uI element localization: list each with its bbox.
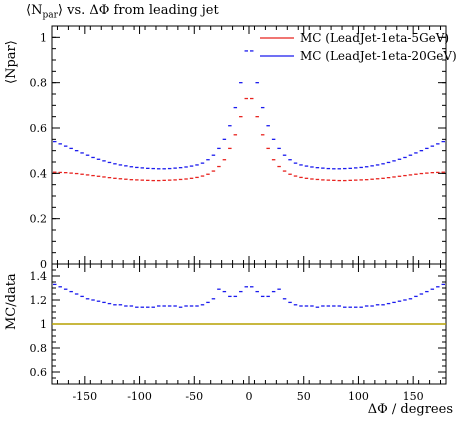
xtick-label: 150	[403, 390, 424, 403]
ratio-ytick-label: 1.4	[30, 270, 48, 283]
ratio-ytick-label: 0.6	[30, 366, 48, 379]
xtick-label: -50	[185, 390, 203, 403]
xtick-label: -100	[127, 390, 152, 403]
legend-label-0: MC (LeadJet-1eta-5GeV)	[300, 31, 449, 45]
chart-title: ⟨Npar⟩ vs. ΔΦ from leading jet	[26, 3, 219, 21]
title-sub: par	[42, 10, 58, 21]
main-ytick-label: 1	[40, 31, 47, 44]
xtick-label: -150	[72, 390, 97, 403]
title-rest: vs. ΔΦ from leading jet	[62, 3, 219, 18]
ratio-ytick-label: 1.2	[30, 294, 48, 307]
xtick-label: 100	[348, 390, 369, 403]
main-ytick-label: 0.2	[30, 213, 48, 226]
ratio-ytick-label: 0.8	[30, 342, 48, 355]
main-ytick-label: 0.6	[30, 122, 48, 135]
main-ytick-label: 0.4	[30, 167, 48, 180]
main-ytick-label: 0.8	[30, 77, 48, 90]
main-ytick-label: 0	[40, 258, 47, 271]
legend-label-1: MC (LeadJet-1eta-20GeV)	[300, 49, 457, 63]
xtick-label: 0	[246, 390, 253, 403]
title-npar: ⟨N	[26, 3, 43, 18]
ratio-ytick-label: 1	[40, 318, 47, 331]
x-axis-label: ΔΦ / degrees	[367, 402, 453, 417]
title-close: ⟩	[57, 3, 63, 18]
xtick-label: 50	[297, 390, 311, 403]
